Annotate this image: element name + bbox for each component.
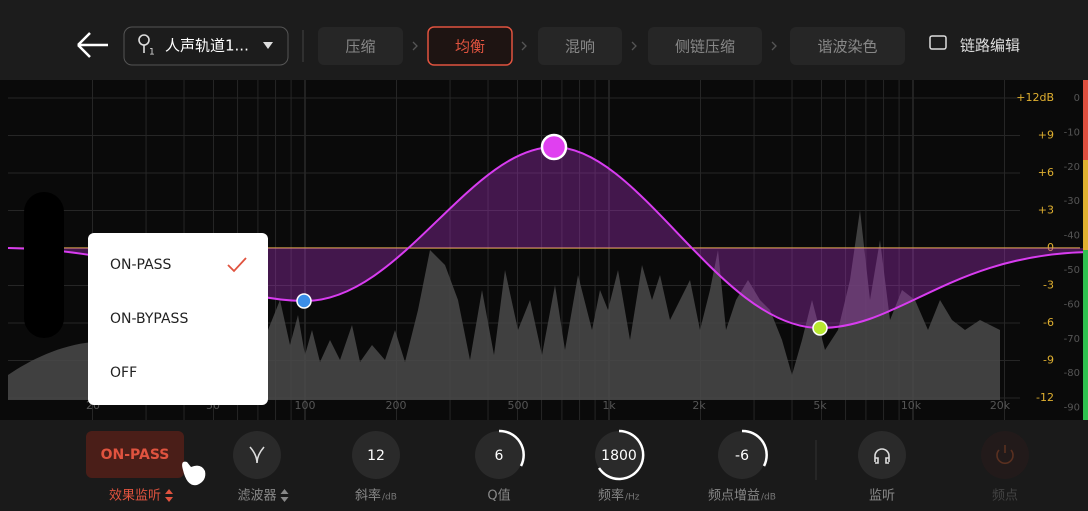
freq-label: 500 — [508, 399, 529, 412]
headphone-icon — [874, 448, 890, 464]
meter-yellow — [1083, 160, 1088, 250]
tab-chevron — [771, 41, 777, 51]
level-label: -90 — [1064, 403, 1080, 414]
effect-value[interactable]: ON-PASS — [101, 447, 170, 463]
knob-value: 12 — [367, 448, 385, 464]
freq-label: 10k — [901, 399, 922, 412]
tab-label[interactable]: 均衡 — [455, 38, 485, 56]
dropdown-caret — [263, 42, 273, 49]
tab-chevron — [412, 41, 418, 51]
menu-item[interactable]: ON-PASS — [110, 257, 172, 273]
filter-icon — [249, 446, 265, 464]
meter-red — [1083, 80, 1088, 160]
db-label: +6 — [1038, 166, 1054, 179]
meter-green — [1083, 250, 1088, 420]
knob-arc — [597, 429, 645, 481]
level-label: -30 — [1064, 196, 1080, 207]
tab-label[interactable]: 压缩 — [345, 38, 375, 56]
level-label: -60 — [1064, 299, 1080, 310]
db-label: -12 — [1036, 391, 1054, 404]
back-arrow[interactable] — [77, 32, 108, 58]
level-label: -50 — [1064, 265, 1080, 276]
freq-label: 100 — [295, 399, 316, 412]
eq-node[interactable] — [812, 320, 828, 336]
control-unit: /dB — [382, 493, 397, 503]
tab-chevron — [631, 41, 637, 51]
control-unit: /dB — [761, 493, 776, 503]
sort-icon[interactable] — [280, 489, 289, 502]
knob[interactable] — [718, 431, 766, 479]
side-handle[interactable] — [24, 192, 64, 338]
tab[interactable] — [427, 26, 513, 66]
knob[interactable] — [858, 431, 906, 479]
control-label: 频率 — [598, 488, 624, 504]
freq-label: 200 — [386, 399, 407, 412]
check-mark — [227, 257, 247, 273]
control-label: 监听 — [869, 489, 895, 504]
hand-cursor — [182, 461, 206, 486]
control-label: 效果监听 — [109, 489, 161, 504]
db-label: -6 — [1043, 316, 1054, 329]
eq-node[interactable] — [296, 293, 312, 309]
track-number: 1 — [149, 48, 155, 58]
knob-value: -6 — [735, 448, 749, 464]
control-label: 频点增益 — [708, 489, 760, 504]
knob-value: 1800 — [601, 448, 637, 464]
control-label: 滤波器 — [237, 489, 276, 504]
popup-menu — [88, 233, 268, 405]
chain-icon — [929, 35, 947, 50]
db-label: -9 — [1043, 354, 1054, 367]
knob-arc — [741, 429, 768, 467]
level-label: -40 — [1064, 231, 1080, 242]
control-label: Q值 — [487, 488, 510, 504]
power-icon — [996, 445, 1014, 465]
control-unit: /Hz — [625, 493, 640, 503]
knob[interactable] — [981, 431, 1029, 479]
tab-label[interactable]: 混响 — [565, 38, 595, 56]
db-label: +9 — [1038, 129, 1054, 142]
menu-item[interactable]: OFF — [110, 365, 137, 381]
knob-arc — [498, 429, 525, 467]
tab[interactable] — [538, 27, 622, 65]
level-label: -80 — [1064, 368, 1080, 379]
tab-label[interactable]: 谐波染色 — [817, 38, 877, 56]
knob[interactable] — [352, 431, 400, 479]
sort-icon[interactable] — [165, 489, 174, 502]
level-label: -20 — [1064, 162, 1080, 173]
level-label: -10 — [1064, 127, 1080, 138]
level-label: 0 — [1074, 93, 1080, 104]
freq-label: 20k — [990, 399, 1011, 412]
tab[interactable] — [648, 27, 762, 65]
knob-value: 6 — [495, 448, 504, 464]
tab-label[interactable]: 侧链压缩 — [675, 38, 735, 56]
control-label: 频点 — [992, 489, 1018, 504]
track-name: 人声轨道1... — [165, 37, 249, 55]
knob[interactable] — [233, 431, 281, 479]
tab-chevron — [521, 41, 527, 51]
level-label: -70 — [1064, 334, 1080, 345]
chain-edit[interactable]: 链路编辑 — [960, 37, 1020, 55]
track-selector[interactable] — [123, 26, 289, 66]
eq-node[interactable] — [540, 133, 568, 161]
knob[interactable] — [475, 431, 523, 479]
freq-label: 2k — [692, 399, 706, 412]
tab[interactable] — [790, 27, 905, 65]
db-label: +3 — [1038, 204, 1054, 217]
control-label: 斜率 — [355, 488, 381, 504]
tab[interactable] — [318, 27, 403, 65]
effect-button[interactable] — [86, 431, 184, 478]
freq-label: 5k — [813, 399, 827, 412]
eq-fill — [8, 147, 1088, 328]
freq-label: 1k — [602, 399, 616, 412]
knob[interactable] — [595, 431, 643, 479]
db-label: +12dB — [1016, 91, 1054, 104]
db-label: -3 — [1043, 279, 1054, 292]
menu-item[interactable]: ON-BYPASS — [110, 311, 188, 327]
